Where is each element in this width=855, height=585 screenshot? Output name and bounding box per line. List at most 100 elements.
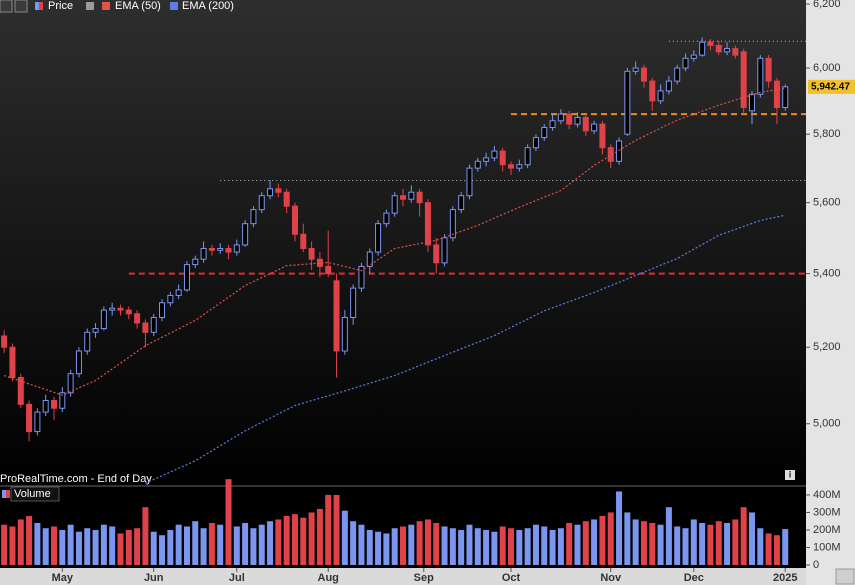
volume-bar [773,535,780,565]
x-axis-area [0,568,806,585]
y-tick-label: 5,600 [813,197,841,209]
candle-body [724,48,731,53]
volume-bar [92,529,99,565]
volume-bar [732,519,739,565]
candle-body [682,57,689,69]
volume-bar [250,528,257,565]
volume-bar [333,494,340,565]
volume-bar [67,524,74,565]
candle-body [183,264,190,291]
y-axis-area [806,0,855,585]
volume-bar [491,531,498,565]
candle-body [657,90,664,102]
candle-body [591,123,598,132]
volume-bar [748,512,755,565]
candle-body [566,113,573,125]
volume-bar [134,528,141,565]
volume-bar [308,512,315,565]
candle-body [125,309,132,315]
volume-bar [474,528,481,565]
candle-body [383,212,390,225]
candle-body [624,70,631,135]
legend-swatch [35,2,39,10]
candle-body [740,51,747,108]
candle-body [242,223,249,246]
candle-body [416,191,423,204]
volume-bar [740,507,747,565]
price-panel [0,0,806,486]
volume-bar [782,529,789,565]
volume-bar [657,524,664,565]
legend-swatch [2,490,6,498]
volume-bar [159,535,166,565]
candle-body [699,41,706,56]
candle-body [757,57,764,95]
volume-bar [391,528,398,565]
legend: Price EMA (50) EMA (200) Volume [0,0,234,502]
candle-body [408,191,415,200]
candle-body [250,209,257,225]
icon[interactable] [14,0,28,13]
volume-bar [599,515,606,565]
candle-body [100,309,107,330]
candle-body [632,67,639,72]
volume-bar [408,524,415,565]
volume-bar [541,526,548,565]
volume-bar [499,526,506,565]
candle-body [532,137,539,149]
volume-bar [325,494,332,565]
y-tick-label: 6,000 [813,62,841,74]
volume-bar [175,524,182,565]
volume-bar [607,512,614,565]
volume-bar [516,529,523,565]
candle-body [283,191,290,207]
candle-body [782,86,789,108]
volume-bar [192,521,199,565]
volume-bar [757,528,764,565]
volume-bar [765,533,772,565]
candle-body [674,67,681,82]
y-tick-label: 6,200 [813,0,841,10]
volume-bar [316,508,323,565]
y-tick-label: 200M [813,524,841,536]
info-icon[interactable] [785,470,795,480]
y-tick-label: 5,000 [813,418,841,430]
volume-bar [200,528,207,565]
icon[interactable] [0,0,13,13]
volume-bar [582,521,589,565]
info-icon-glyph: i [789,469,792,479]
candle-body [458,195,465,211]
volume-bar [34,522,41,565]
candle-body [26,403,33,433]
candle-body [640,67,647,82]
volume-bar [117,533,124,565]
candle-body [75,350,82,375]
scroll-button[interactable] [835,568,855,585]
volume-bar [591,519,598,565]
volume-bar [483,529,490,565]
legend-swatch [6,490,10,498]
candle-body [665,80,672,92]
volume-bar [208,522,215,565]
candle-body [67,373,74,394]
volume-bar [84,528,91,565]
x-tick-label: Nov [600,572,622,584]
candle-body [258,195,265,211]
volume-bar [100,524,107,565]
x-tick-label: May [52,572,74,584]
x-tick-label: Jul [229,572,245,584]
volume-bar [375,531,382,565]
candle-body [109,307,116,311]
y-tick-label: 300M [813,506,841,518]
volume-bar [358,524,365,565]
candle-body [707,41,714,46]
volume-bar [400,526,406,565]
legend-swatch [102,2,110,10]
x-tick-label: Dec [684,572,704,584]
volume-bar [42,528,49,565]
legend-swatch [39,2,43,10]
volume-bar [715,521,722,565]
candle-body [366,251,373,267]
y-tick-label: 0 [813,559,819,571]
